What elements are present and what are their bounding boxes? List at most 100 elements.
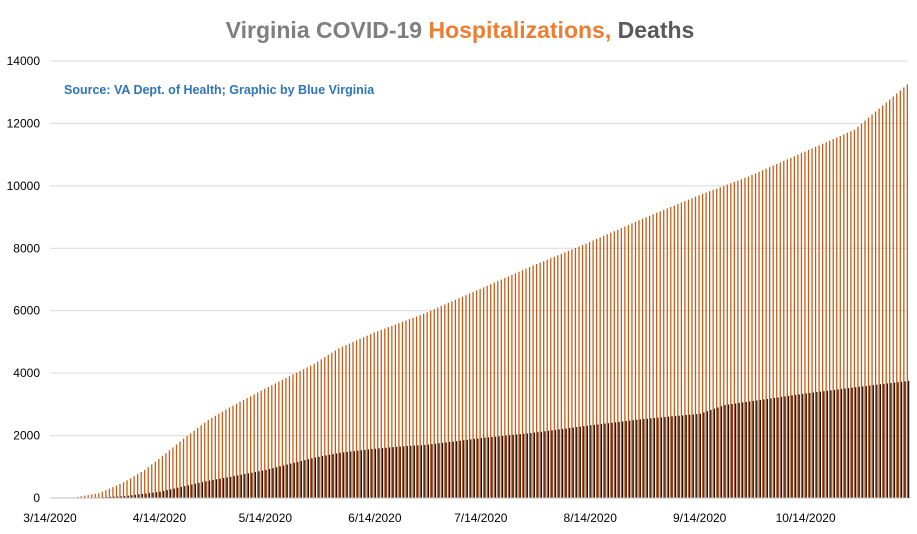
hospitalizations-bar	[821, 143, 824, 498]
deaths-bar	[519, 434, 521, 498]
deaths-bar	[738, 402, 740, 498]
deaths-bar	[809, 392, 811, 498]
deaths-bar	[148, 493, 151, 498]
hospitalizations-bar	[825, 142, 827, 498]
hospitalizations-bar	[465, 295, 467, 498]
deaths-bar	[713, 408, 716, 498]
deaths-bar	[388, 447, 391, 498]
deaths-bar	[339, 452, 341, 498]
deaths-bar	[396, 446, 398, 498]
hospitalizations-bar	[779, 162, 781, 498]
deaths-bar	[240, 474, 242, 498]
hospitalizations-bar	[843, 134, 845, 498]
deaths-bar	[752, 400, 754, 498]
hospitalizations-bar	[878, 108, 880, 499]
hospitalizations-bar	[437, 307, 439, 498]
deaths-bar	[597, 424, 599, 498]
deaths-bar	[865, 385, 867, 498]
deaths-bar	[674, 416, 677, 498]
hospitalizations-bar	[115, 485, 118, 498]
deaths-bar	[703, 412, 705, 498]
deaths-bar	[134, 494, 137, 498]
hospitalizations-bar	[419, 315, 421, 498]
hospitalizations-bar	[836, 137, 838, 499]
deaths-bar	[230, 476, 232, 498]
hospitalizations-bar	[451, 301, 453, 498]
hospitalizations-bar	[701, 193, 704, 498]
deaths-bar	[766, 398, 769, 498]
hospitalizations-bar	[355, 340, 358, 498]
deaths-bar	[639, 419, 641, 498]
hospitalizations-bar	[486, 285, 488, 498]
hospitalizations-bar	[705, 192, 707, 499]
deaths-bar	[131, 495, 133, 498]
deaths-bar	[113, 496, 115, 498]
hospitalizations-bar	[592, 240, 594, 499]
hospitalizations-bar	[341, 346, 344, 498]
hospitalizations-bar	[656, 212, 658, 498]
deaths-bar	[293, 462, 295, 498]
hospitalizations-bar	[151, 464, 153, 498]
y-tick-label: 6000	[13, 304, 40, 318]
deaths-bar	[897, 382, 899, 498]
hospitalizations-bar	[641, 218, 644, 498]
deaths-bar	[441, 442, 444, 498]
deaths-bar	[720, 406, 723, 498]
hospitalizations-bar	[645, 217, 647, 498]
deaths-bar	[162, 490, 165, 498]
y-tick-label: 12000	[7, 116, 41, 130]
hospitalizations-bar	[850, 131, 852, 499]
deaths-bar	[759, 399, 761, 498]
deaths-bar	[117, 496, 119, 498]
hospitalizations-bar	[571, 249, 573, 498]
x-tick-label: 7/14/2020	[454, 511, 508, 525]
hospitalizations-bar	[744, 177, 746, 498]
deaths-bar	[833, 389, 836, 498]
deaths-bar	[816, 392, 818, 498]
hospitalizations-bar	[751, 174, 753, 498]
deaths-bar	[290, 463, 292, 498]
deaths-bar	[212, 479, 214, 498]
deaths-bar	[205, 481, 207, 498]
hospitalizations-bar	[574, 247, 577, 498]
hospitalizations-bar	[839, 135, 841, 498]
hospitalizations-bar	[345, 345, 347, 498]
hospitalizations-bar	[179, 441, 181, 498]
deaths-bar	[512, 434, 514, 498]
deaths-bar	[459, 440, 461, 498]
deaths-bar	[374, 448, 377, 498]
deaths-bar	[184, 486, 186, 498]
deaths-bar	[593, 424, 596, 498]
deaths-bar	[275, 467, 278, 498]
hospitalizations-bar	[504, 277, 506, 498]
deaths-bar	[689, 414, 691, 498]
hospitalizations-bar	[518, 271, 520, 498]
hospitalizations-bar	[426, 312, 428, 498]
hospitalizations-bar	[133, 476, 135, 498]
deaths-bar	[283, 465, 285, 498]
deaths-bar	[477, 438, 479, 498]
x-tick-label: 5/14/2020	[239, 511, 293, 525]
deaths-bar	[780, 396, 783, 498]
hospitalizations-bar	[165, 453, 167, 498]
hospitalizations-bar	[242, 399, 245, 498]
hospitalizations-bar	[790, 157, 792, 498]
deaths-bar	[586, 425, 588, 498]
deaths-bar	[201, 482, 204, 498]
hospitalizations-bar	[525, 268, 527, 498]
deaths-bar	[265, 469, 267, 498]
hospitalizations-bar	[535, 264, 538, 498]
hospitalizations-bar	[903, 87, 905, 499]
deaths-bar	[431, 444, 433, 498]
deaths-bar	[625, 421, 627, 498]
hospitalizations-bar	[557, 255, 559, 498]
hospitalizations-bar	[454, 299, 457, 498]
deaths-bar	[696, 414, 698, 498]
deaths-bar	[904, 381, 906, 498]
deaths-bar	[237, 475, 239, 498]
deaths-bar	[526, 433, 528, 498]
hospitalizations-bar	[292, 374, 294, 498]
deaths-bar	[908, 380, 910, 498]
title-part: Deaths	[618, 17, 695, 43]
hospitalizations-bar	[281, 379, 284, 498]
